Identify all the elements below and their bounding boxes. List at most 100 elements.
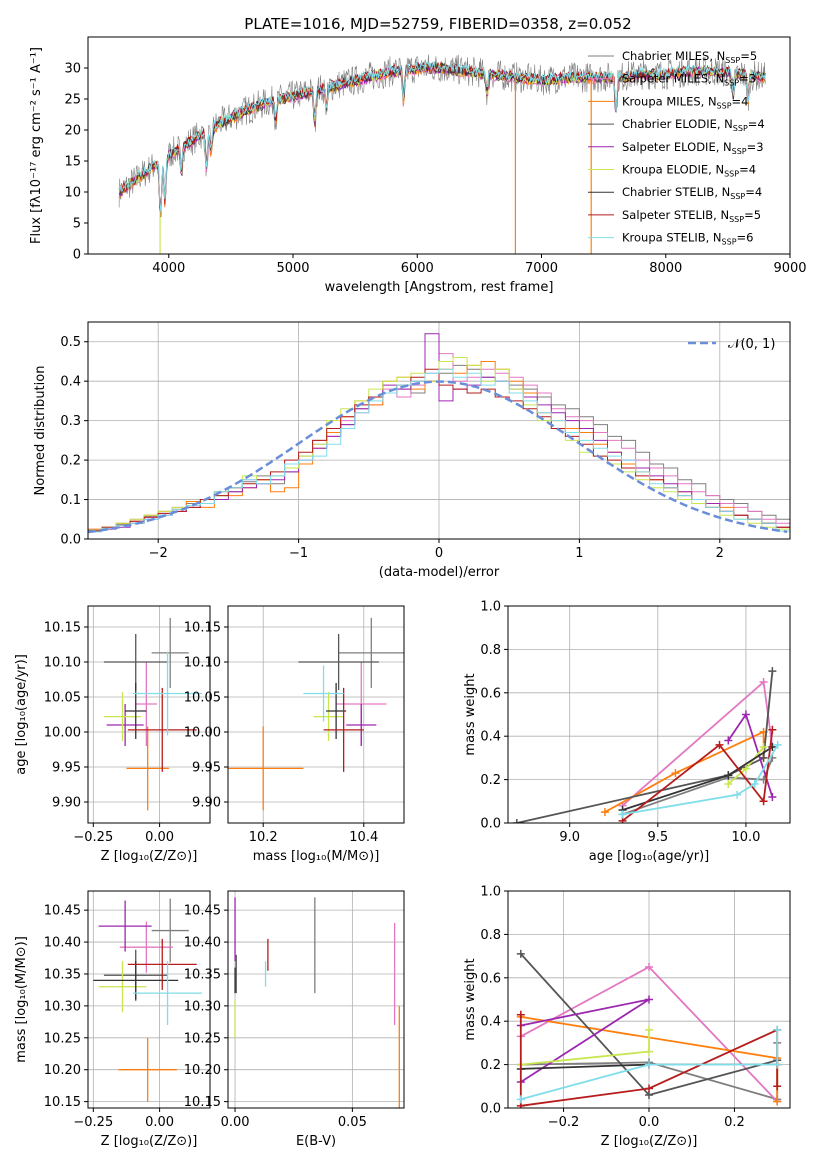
plot-area-age-vs-mass xyxy=(228,617,404,811)
y-tick-label: 10.20 xyxy=(184,1063,221,1078)
y-tick-label: 10.10 xyxy=(184,656,221,671)
x-tick-label: 10.0 xyxy=(731,830,760,845)
x-tick-label: 0.00 xyxy=(145,1115,174,1130)
weight-point-marker xyxy=(645,1025,653,1034)
y-tick-label: 10.15 xyxy=(44,621,81,636)
plot-area-weight-vs-age xyxy=(512,667,782,823)
x-tick-label: 0.2 xyxy=(724,1115,745,1130)
legend-label: Chabrier MILES, N xyxy=(622,49,725,63)
weight-point-marker xyxy=(773,1025,782,1034)
panel-mass-vs-ebv: 0.00 0.05 10.15 10.20 10.25 10.30 10.35 10.40 10… xyxy=(184,890,405,1149)
weight-point-marker xyxy=(759,743,768,752)
y-axis-label: mass [log₁₀(M/M⊙)] xyxy=(14,936,29,1063)
weight-point-marker xyxy=(768,725,777,734)
y-tick-label: 30 xyxy=(64,62,81,77)
panel-weight-vs-Z: −0.2 0.0 0.2 0.0 0.2 0.4 0.6 0.8 1.0 Z [log₁₀(Z/Z… xyxy=(463,885,791,1149)
weight-series-line xyxy=(622,744,779,816)
y-tick-label: 10.15 xyxy=(44,1095,81,1110)
legend-sub: SSP xyxy=(724,170,739,179)
y-tick-label: 9.90 xyxy=(192,796,221,811)
x-tick-label: 4000 xyxy=(152,261,185,276)
x-tick-label: 9.0 xyxy=(559,830,580,845)
weight-point-marker xyxy=(645,1060,653,1069)
legend-tail: =4 xyxy=(732,94,749,108)
legend-entry: Salpeter STELIB, NSSP=5 xyxy=(622,208,761,224)
legend-tail: =5 xyxy=(744,208,761,222)
weight-point-marker xyxy=(645,962,653,971)
y-tick-label: 5 xyxy=(73,217,81,232)
legend-tail: =4 xyxy=(739,163,756,177)
y-tick-label: 0.5 xyxy=(60,335,81,350)
legend-tail: =4 xyxy=(745,185,762,199)
legend-label: Kroupa STELIB, N xyxy=(622,231,722,245)
histogram-series xyxy=(88,368,790,533)
y-tick-label: 0.4 xyxy=(60,375,81,390)
y-tick-label: 0 xyxy=(73,248,81,263)
y-tick-label: 9.90 xyxy=(52,796,81,811)
x-tick-label: 0 xyxy=(435,546,443,561)
axes-frame xyxy=(87,605,211,824)
x-tick-label: 6000 xyxy=(401,261,434,276)
x-tick-label: −0.25 xyxy=(73,1115,113,1130)
weight-point-marker xyxy=(724,779,733,788)
weight-point-marker xyxy=(618,810,627,819)
y-axis-label: Normed distribution xyxy=(33,366,48,496)
weight-point-marker xyxy=(600,808,609,817)
legend-tail: =4 xyxy=(748,117,765,131)
legend-sub: SSP xyxy=(717,101,732,110)
weight-point-marker xyxy=(741,710,750,719)
x-tick-label: −1 xyxy=(289,546,308,561)
weight-point-marker xyxy=(516,1095,525,1104)
y-tick-label: 10.35 xyxy=(184,967,221,982)
y-tick-label: 1.0 xyxy=(480,885,501,900)
legend-sub: SSP xyxy=(724,79,739,88)
y-tick-label: 0.8 xyxy=(480,928,501,943)
x-tick-label: 0.0 xyxy=(639,1115,660,1130)
weight-series-line xyxy=(622,729,774,822)
x-tick-label: 0.05 xyxy=(338,1115,367,1130)
weight-point-marker xyxy=(645,1084,653,1093)
weight-point-marker xyxy=(516,1010,525,1019)
y-axis-label: age [log₁₀(age/yr)] xyxy=(14,654,29,775)
axes-frame xyxy=(227,890,405,1109)
legend-sub: SSP xyxy=(725,56,740,65)
y-tick-label: 0.0 xyxy=(480,1102,501,1117)
x-tick-label: −0.2 xyxy=(548,1115,580,1130)
plot-area-age-vs-Z xyxy=(103,617,203,811)
x-axis-label: (data-model)/error xyxy=(379,565,500,580)
y-axis-label: mass weight xyxy=(463,673,478,755)
legend-label: 𝒩(0, 1) xyxy=(728,337,775,352)
x-axis-label: mass [log₁₀(M/M⊙)] xyxy=(253,849,380,864)
x-tick-label: 7000 xyxy=(525,261,558,276)
weight-series-line xyxy=(516,671,774,823)
y-tick-label: 0.2 xyxy=(480,1058,501,1073)
y-tick-label: 0.1 xyxy=(60,493,81,508)
panel-mass-vs-Z: −0.25 0.00 10.15 10.20 10.25 10.30 10.35 10.40 1… xyxy=(14,890,211,1149)
legend-entry: Kroupa ELODIE, NSSP=4 xyxy=(622,163,756,179)
x-tick-label: 9.5 xyxy=(647,830,668,845)
weight-point-marker xyxy=(512,819,521,823)
weight-point-marker xyxy=(759,753,768,762)
y-tick-label: 20 xyxy=(64,124,81,139)
legend-sub: SSP xyxy=(732,147,747,156)
weight-point-marker xyxy=(741,764,750,773)
x-axis-label: age [log₁₀(age/yr)] xyxy=(589,849,710,864)
legend-label: Salpeter MILES, N xyxy=(622,72,724,86)
legend-label: Salpeter STELIB, N xyxy=(622,208,729,222)
y-tick-label: 0.4 xyxy=(480,730,501,745)
plot-area-mass-vs-ebv xyxy=(234,897,400,1108)
panel-spectrum: 4000 5000 6000 7000 8000 9000 0 5 10 15 20 25 30 wave… xyxy=(29,36,807,295)
legend-label: Kroupa MILES, N xyxy=(622,94,717,108)
y-tick-label: 10.25 xyxy=(184,1031,221,1046)
y-tick-label: 10 xyxy=(64,186,81,201)
x-tick-label: 9000 xyxy=(773,261,806,276)
model-spectrum-line xyxy=(118,61,766,212)
legend-entry: Chabrier STELIB, NSSP=4 xyxy=(622,185,762,201)
y-tick-label: 0.3 xyxy=(60,414,81,429)
y-tick-label: 1.0 xyxy=(480,600,501,615)
y-tick-label: 9.95 xyxy=(52,761,81,776)
weight-point-marker xyxy=(773,1097,782,1106)
y-tick-label: 0.2 xyxy=(480,773,501,788)
x-axis-label: wavelength [Angstrom, rest frame] xyxy=(325,280,554,295)
